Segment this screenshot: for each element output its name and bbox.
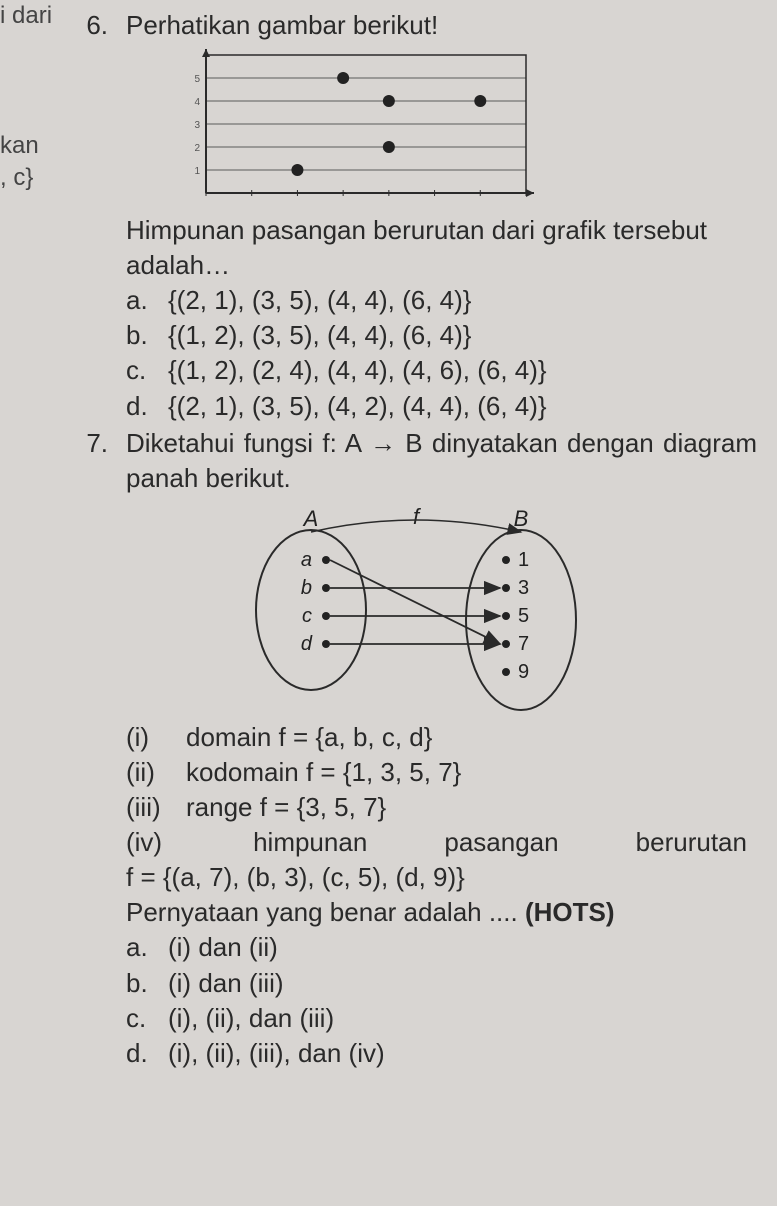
ask-text: Pernyataan yang benar adalah ....: [126, 897, 525, 927]
statement-word: himpunan: [253, 825, 367, 860]
question-number: 6.: [78, 8, 108, 424]
statement-text: domain f = {a, b, c, d}: [186, 720, 432, 755]
option-c: c. (i), (ii), dan (iii): [126, 1001, 757, 1036]
mapping-diagram: Af Babcd 1 3 5 7 9: [216, 502, 757, 712]
option-letter: d.: [126, 1036, 154, 1071]
svg-text:3: 3: [194, 120, 200, 131]
page-fragment: , c}: [0, 162, 33, 194]
option-text: {(1, 2), (2, 4), (4, 4), (4, 6), (6, 4)}: [168, 353, 547, 388]
option-c: c. {(1, 2), (2, 4), (4, 4), (4, 6), (6, …: [126, 353, 757, 388]
option-text: (i), (ii), (iii), dan (iv): [168, 1036, 385, 1071]
statement-word: berurutan: [636, 825, 747, 860]
statement-text: kodomain f = {1, 3, 5, 7}: [186, 755, 461, 790]
svg-text:d: d: [301, 633, 313, 655]
option-letter: c.: [126, 1001, 154, 1036]
option-letter: c.: [126, 353, 154, 388]
option-a: a. (i) dan (ii): [126, 930, 757, 965]
option-text: (i), (ii), dan (iii): [168, 1001, 334, 1036]
svg-text:1: 1: [194, 166, 200, 177]
option-text: (i) dan (ii): [168, 930, 278, 965]
option-a: a. {(2, 1), (3, 5), (4, 4), (6, 4)}: [126, 283, 757, 318]
statement-text: range f = {3, 5, 7}: [186, 790, 386, 825]
option-letter: b.: [126, 318, 154, 353]
question-7: 7. Diketahui fungsi f: A → B dinyatakan …: [78, 426, 757, 1071]
option-letter: a.: [126, 930, 154, 965]
roman-label: (iii): [126, 790, 176, 825]
statement-iv-line2: f = {(a, 7), (b, 3), (c, 5), (d, 9)}: [126, 860, 757, 895]
question-prompt: Perhatikan gambar berikut!: [126, 8, 757, 43]
svg-text:5: 5: [194, 74, 200, 85]
svg-text:7: 7: [518, 633, 529, 655]
scatter-chart-svg: 1 2 3 4 5: [186, 47, 536, 207]
option-text: (i) dan (iii): [168, 966, 284, 1001]
question-6: 6. Perhatikan gambar berikut! 1 2 3 4 5 Himp…: [78, 8, 757, 424]
svg-text:3: 3: [518, 577, 529, 599]
roman-label: (iv): [126, 825, 176, 860]
svg-text:1: 1: [518, 549, 529, 571]
scatter-chart: 1 2 3 4 5: [186, 47, 757, 207]
svg-text:f: f: [413, 504, 422, 529]
roman-label: (i): [126, 720, 176, 755]
option-letter: d.: [126, 389, 154, 424]
svg-text:A: A: [302, 506, 319, 531]
svg-text:2: 2: [194, 143, 200, 154]
svg-text:c: c: [302, 605, 312, 627]
page-fragment: kan: [0, 130, 39, 162]
statement-iv: (iv) himpunan pasangan berurutan: [126, 825, 757, 860]
option-d: d. (i), (ii), (iii), dan (iv): [126, 1036, 757, 1071]
question-body: Diketahui fungsi f: A → B dinyatakan den…: [126, 426, 757, 1071]
option-letter: b.: [126, 966, 154, 1001]
roman-label: (ii): [126, 755, 176, 790]
svg-text:5: 5: [518, 605, 529, 627]
svg-text:b: b: [301, 577, 312, 599]
option-text: {(2, 1), (3, 5), (4, 2), (4, 4), (6, 4)}: [168, 389, 547, 424]
svg-text:4: 4: [194, 97, 200, 108]
option-b: b. {(1, 2), (3, 5), (4, 4), (6, 4)}: [126, 318, 757, 353]
page-fragment: i dari: [0, 0, 52, 32]
question-number: 7.: [78, 426, 108, 1071]
option-letter: a.: [126, 283, 154, 318]
svg-text:B: B: [514, 506, 529, 531]
question-prompt: Diketahui fungsi f: A → B dinyatakan den…: [126, 426, 757, 496]
statement-ii: (ii) kodomain f = {1, 3, 5, 7}: [126, 755, 757, 790]
content-area: 6. Perhatikan gambar berikut! 1 2 3 4 5 Himp…: [78, 8, 757, 1071]
mapping-diagram-svg: Af Babcd 1 3 5 7 9: [216, 502, 596, 712]
option-b: b. (i) dan (iii): [126, 966, 757, 1001]
question-ask: Pernyataan yang benar adalah .... (HOTS): [126, 895, 757, 930]
question-body: Perhatikan gambar berikut! 1 2 3 4 5 Himpuna…: [126, 8, 757, 424]
svg-text:9: 9: [518, 661, 529, 683]
svg-text:a: a: [301, 549, 312, 571]
option-d: d. {(2, 1), (3, 5), (4, 2), (4, 4), (6, …: [126, 389, 757, 424]
hots-label: (HOTS): [525, 897, 615, 927]
option-text: {(1, 2), (3, 5), (4, 4), (6, 4)}: [168, 318, 471, 353]
statement-i: (i) domain f = {a, b, c, d}: [126, 720, 757, 755]
statement-word: pasangan: [444, 825, 558, 860]
statement-iii: (iii) range f = {3, 5, 7}: [126, 790, 757, 825]
option-text: {(2, 1), (3, 5), (4, 4), (6, 4)}: [168, 283, 471, 318]
question-subprompt: Himpunan pasangan berurutan dari grafik …: [126, 213, 757, 283]
